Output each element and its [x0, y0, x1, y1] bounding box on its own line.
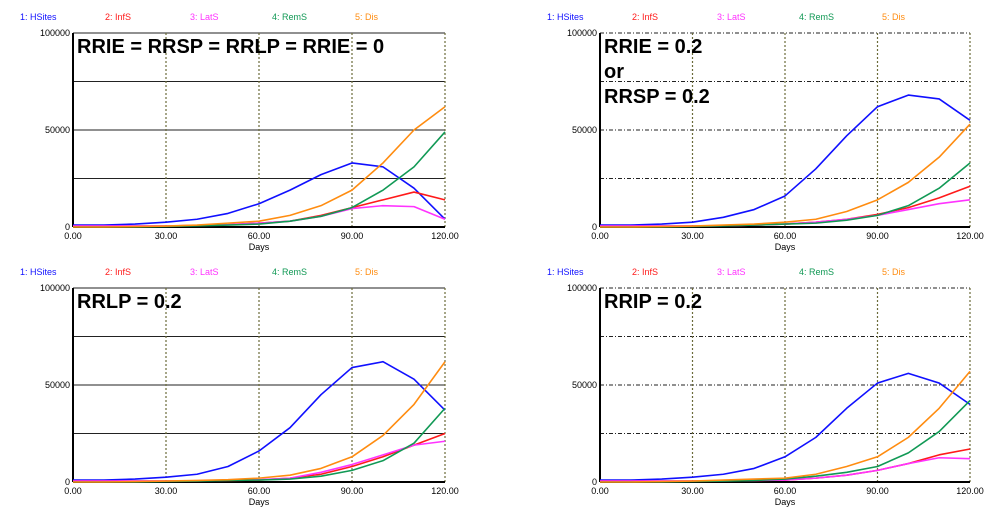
y-tick-label: 50000 [572, 125, 597, 135]
annotation-text: RRIP = 0.2 [604, 291, 702, 313]
legend-entry: 2: InfS [105, 267, 131, 277]
annotation-text: RRIE = 0.2 [604, 36, 702, 58]
panel-2: 1: HSites 2: InfS 3: LatS 4: RemS 5: Dis 0 500… [547, 12, 984, 252]
x-axis-label: Days [775, 242, 796, 252]
x-axis-label: Days [249, 242, 270, 252]
legend-entry: 4: RemS [272, 267, 307, 277]
legend-entry: 4: RemS [799, 12, 834, 22]
legend-entry: 1: HSites [20, 267, 57, 277]
y-tick-label: 100000 [40, 28, 70, 38]
legend-entry: 2: InfS [632, 12, 658, 22]
x-tick-label: 90.00 [866, 231, 889, 241]
series-line-lats [73, 204, 446, 227]
annotation-text: RRIE = RRSP = RRLP = RRIE = 0 [77, 36, 384, 58]
x-tick-label: 120.00 [431, 486, 459, 496]
y-tick-label: 100000 [567, 28, 597, 38]
legend-entry: 5: Dis [355, 12, 379, 22]
legend-entry: 5: Dis [882, 12, 906, 22]
x-tick-label: 120.00 [956, 231, 984, 241]
y-tick-label: 100000 [567, 283, 597, 293]
y-tick-label: 50000 [572, 380, 597, 390]
series-line-hsites [600, 372, 971, 481]
x-tick-label: 120.00 [431, 231, 459, 241]
legend-entry: 4: RemS [799, 267, 834, 277]
legend-entry: 5: Dis [355, 267, 379, 277]
y-tick-label: 0 [65, 477, 70, 487]
x-tick-label: 30.00 [681, 231, 704, 241]
y-tick-label: 0 [592, 477, 597, 487]
legend-entry: 3: LatS [190, 12, 219, 22]
legend-entry: 3: LatS [717, 12, 746, 22]
x-tick-label: 0.00 [591, 231, 609, 241]
annotation-text: or [604, 61, 624, 83]
y-tick-label: 50000 [45, 125, 70, 135]
x-tick-label: 90.00 [866, 486, 889, 496]
series-line-hsites [600, 94, 971, 226]
legend-entry: 4: RemS [272, 12, 307, 22]
legend-entry: 2: InfS [632, 267, 658, 277]
x-tick-label: 60.00 [774, 231, 797, 241]
x-tick-label: 0.00 [64, 231, 82, 241]
y-tick-label: 100000 [40, 283, 70, 293]
legend-entry: 3: LatS [190, 267, 219, 277]
x-axis-label: Days [249, 497, 270, 507]
x-tick-label: 0.00 [591, 486, 609, 496]
x-axis-label: Days [775, 497, 796, 507]
legend-entry: 2: InfS [105, 12, 131, 22]
x-tick-label: 30.00 [681, 486, 704, 496]
panel-1: 1: HSites 2: InfS 3: LatS 4: RemS 5: Dis 0 500… [20, 12, 459, 252]
series-line-dis [600, 123, 971, 228]
x-tick-label: 30.00 [155, 486, 178, 496]
x-tick-label: 30.00 [155, 231, 178, 241]
x-tick-label: 60.00 [248, 486, 271, 496]
x-tick-label: 120.00 [956, 486, 984, 496]
legend-entry: 1: HSites [547, 12, 584, 22]
annotation-text: RRLP = 0.2 [77, 291, 182, 313]
panel-3: 1: HSites 2: InfS 3: LatS 4: RemS 5: Dis 0 500… [20, 267, 459, 507]
x-tick-label: 90.00 [341, 231, 364, 241]
legend-entry: 1: HSites [547, 267, 584, 277]
series-line-dis [73, 106, 446, 228]
legend-entry: 1: HSites [20, 12, 57, 22]
x-tick-label: 90.00 [341, 486, 364, 496]
y-tick-label: 50000 [45, 380, 70, 390]
series-line-hsites [73, 162, 446, 226]
x-tick-label: 0.00 [64, 486, 82, 496]
annotation-text: RRSP = 0.2 [604, 86, 710, 108]
y-tick-label: 0 [65, 222, 70, 232]
x-tick-label: 60.00 [248, 231, 271, 241]
x-tick-label: 60.00 [774, 486, 797, 496]
series-line-dis [600, 370, 971, 483]
panel-4: 1: HSites 2: InfS 3: LatS 4: RemS 5: Dis 0 500… [547, 267, 984, 507]
series-line-hsites [73, 360, 446, 481]
series-line-dis [73, 361, 446, 483]
legend-entry: 3: LatS [717, 267, 746, 277]
y-tick-label: 0 [592, 222, 597, 232]
legend-entry: 5: Dis [882, 267, 906, 277]
